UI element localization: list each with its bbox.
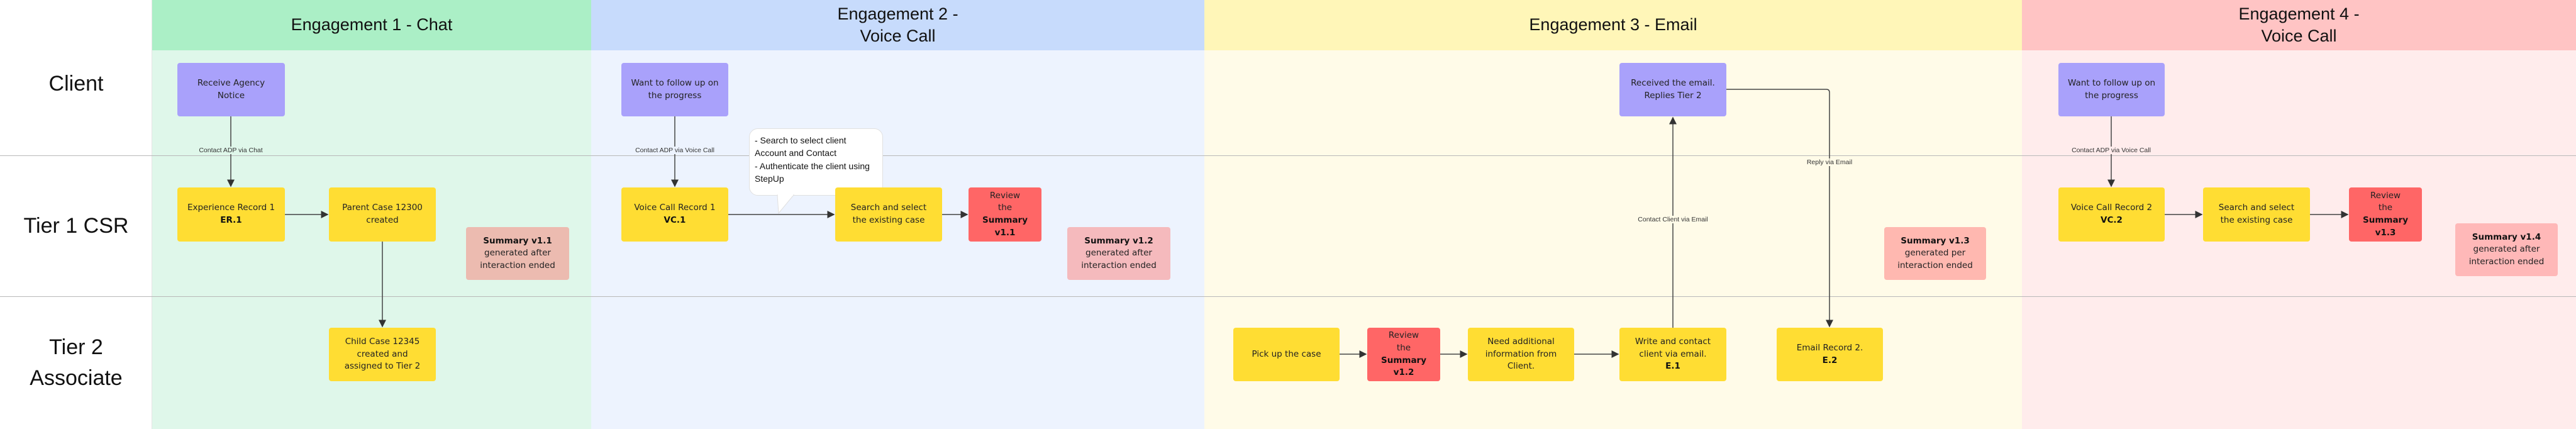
node-review-summary-v1-1[interactable]: Review the Summary v1.1 [969,187,1041,242]
node-text: Voice Call Record 1 [634,203,716,213]
callout-line: - Search to select client Account and Co… [755,135,847,159]
summary-version: Summary v1.4 [2472,231,2541,242]
node-email-record-2[interactable]: Email Record 2. E.2 [1777,328,1883,381]
node-parent-case[interactable]: Parent Case 12300 created [329,187,436,242]
lane-label-tier2: Tier 2 Associate [0,297,152,429]
node-text: Review the [989,190,1021,213]
node-summary-v1-3[interactable]: Summary v1.3 generated per interaction en… [1884,227,1986,280]
column-title-engagement-2: Engagement 2 - Voice Call [591,0,1204,50]
node-summary-v1-4[interactable]: Summary v1.4 generated after interaction … [2455,223,2558,276]
node-search-case-e4[interactable]: Search and select the existing case [2203,187,2310,242]
node-id: VC.1 [663,215,686,225]
node-voice-call-record-1[interactable]: Voice Call Record 1 VC.1 [621,187,728,242]
node-text: generated per interaction ended [1897,248,1973,270]
node-text: Pick up the case [1252,348,1321,359]
node-search-case-e2[interactable]: Search and select the existing case [835,187,942,242]
node-text: Email Record 2. [1796,342,1863,353]
node-text: Experience Record 1 [187,203,275,213]
node-summary-v1-1[interactable]: Summary v1.1 generated after interaction … [466,227,569,280]
node-need-info[interactable]: Need additional information from Client. [1468,328,1574,381]
summary-version: Summary v1.2 [1380,355,1427,378]
lane-label-client: Client [0,0,152,155]
node-voice-call-record-2[interactable]: Voice Call Record 2 VC.2 [2058,187,2165,242]
edge-label-e2-contact: Contact ADP via Voice Call [634,147,716,154]
node-text: Receive Agency Notice [197,77,265,101]
node-text: Want to follow up on the progress [2067,77,2156,101]
node-text: Review the [2370,190,2401,213]
node-text: Write and contact client via email. [1635,337,1711,359]
summary-version: Summary v1.3 [1901,235,1970,246]
node-received-email[interactable]: Received the email. Replies Tier 2 [1619,63,1726,116]
lane-divider [0,155,2576,156]
edge-label-e4-contact: Contact ADP via Voice Call [2070,147,2152,154]
node-text: Search and select the existing case [850,203,927,225]
callout-search-authenticate: - Search to select client Account and Co… [749,128,883,196]
lane-label-tier1: Tier 1 CSR [0,156,152,296]
node-review-summary-v1-3[interactable]: Review the Summary v1.3 [2349,187,2422,242]
arrow-e3-reply [1726,89,1833,328]
node-experience-record-1[interactable]: Experience Record 1 ER.1 [177,187,285,242]
node-text: Review the [1388,330,1419,353]
lane-divider [0,296,2576,297]
column-title-engagement-4: Engagement 4 - Voice Call [2022,0,2576,50]
summary-version: Summary v1.1 [483,235,552,246]
summary-version: Summary v1.1 [982,215,1028,238]
edge-label-e1-contact: Contact ADP via Chat [197,147,264,154]
node-text: generated after interaction ended [2468,244,2545,267]
summary-version: Summary v1.2 [1084,235,1153,246]
node-text: Child Case 12345 created and assigned to… [344,337,421,372]
edge-label-e3-contact: Contact Client via Email [1636,216,1709,223]
node-text: Voice Call Record 2 [2070,203,2153,213]
node-text: Want to follow up on the progress [631,77,719,101]
node-follow-up-e4[interactable]: Want to follow up on the progress [2058,63,2165,116]
node-id: ER.1 [220,215,242,225]
node-text: generated after interaction ended [480,248,555,270]
node-text: Parent Case 12300 created [342,203,423,225]
summary-version: Summary v1.3 [2362,215,2409,238]
node-text: Received the email. Replies Tier 2 [1631,77,1715,101]
column-title-engagement-1: Engagement 1 - Chat [152,0,591,50]
node-child-case[interactable]: Child Case 12345 created and assigned to… [329,328,436,381]
node-pick-up-case[interactable]: Pick up the case [1233,328,1340,381]
node-id: E.1 [1665,361,1680,372]
node-summary-v1-2[interactable]: Summary v1.2 generated after interaction … [1067,227,1170,280]
node-text: Search and select the existing case [2218,203,2295,225]
node-id: E.2 [1822,355,1838,365]
node-follow-up-e2[interactable]: Want to follow up on the progress [621,63,728,116]
edge-label-e3-reply: Reply via Email [1805,159,1854,166]
node-review-summary-v1-2[interactable]: Review the Summary v1.2 [1367,328,1440,381]
node-text: generated after interaction ended [1081,248,1157,270]
node-write-contact[interactable]: Write and contact client via email. E.1 [1619,328,1726,381]
node-id: VC.2 [2101,215,2123,225]
node-text: Need additional information from Client. [1485,337,1557,372]
column-title-engagement-3: Engagement 3 - Email [1204,0,2022,50]
callout-line: - Authenticate the client using StepUp [755,160,870,184]
node-receive-agency-notice[interactable]: Receive Agency Notice [177,63,285,116]
